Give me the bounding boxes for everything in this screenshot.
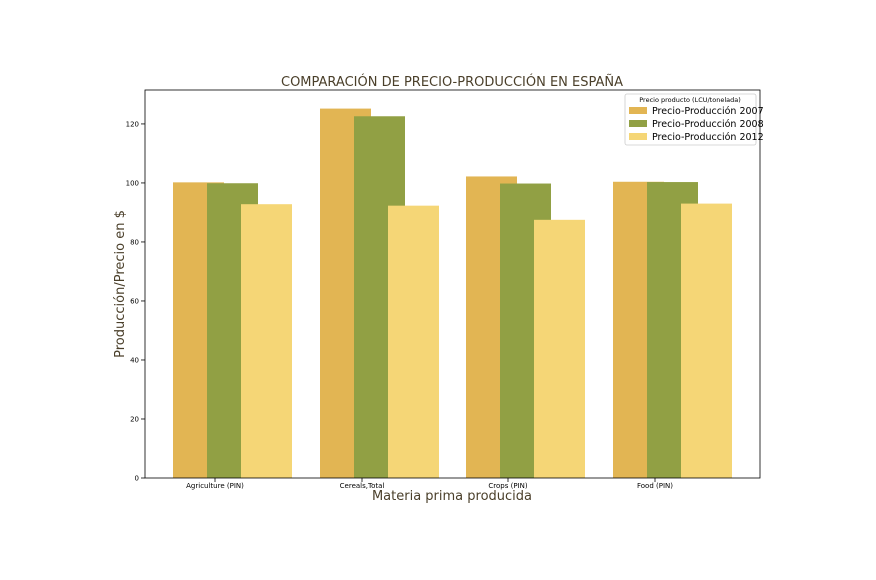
legend: Precio producto (LCU/tonelada) Precio-Pro… — [624, 93, 764, 146]
bar-3-1 — [241, 204, 292, 478]
y-tick-label: 80 — [130, 238, 139, 246]
legend-label-1: Precio-Producción 2007 — [652, 106, 764, 117]
y-tick-label: 0 — [135, 475, 139, 483]
y-tick-label: 120 — [126, 120, 139, 128]
legend-title: Precio producto (LCU/tonelada) — [639, 96, 741, 104]
x-axis-label: Materia prima producida — [372, 489, 532, 504]
y-axis: 0 20 40 60 80 100 120 — [126, 120, 145, 483]
y-tick-label: 40 — [130, 356, 139, 364]
y-tick-label: 100 — [126, 179, 139, 187]
legend-swatch-1 — [629, 107, 647, 114]
legend-swatch-3 — [629, 133, 647, 140]
chart-title: COMPARACIÓN DE PRECIO-PRODUCCIÓN EN ESPA… — [281, 74, 623, 90]
bar-3-2 — [388, 205, 439, 478]
x-axis: Agriculture (PIN) Cereals,Total Crops (PIN… — [186, 478, 673, 490]
legend-label-2: Precio-Producción 2008 — [652, 119, 764, 130]
x-tick-label: Crops (PIN) — [488, 482, 527, 490]
y-tick-label: 20 — [130, 415, 139, 423]
x-tick-label: Agriculture (PIN) — [186, 482, 244, 490]
y-tick-label: 60 — [130, 297, 139, 305]
plot-area-frame — [144, 89, 761, 479]
bars-layer — [173, 108, 732, 479]
legend-swatch-2 — [629, 120, 647, 127]
x-tick-label: Food (PIN) — [637, 482, 673, 490]
bar-3-3 — [534, 219, 585, 479]
x-tick-label: Cereals,Total — [340, 482, 385, 490]
y-axis-label: Producción/Precio en $ — [113, 210, 128, 358]
legend-box — [624, 93, 757, 146]
legend-label-3: Precio-Producción 2012 — [652, 132, 764, 143]
bar-3-4 — [681, 203, 732, 478]
